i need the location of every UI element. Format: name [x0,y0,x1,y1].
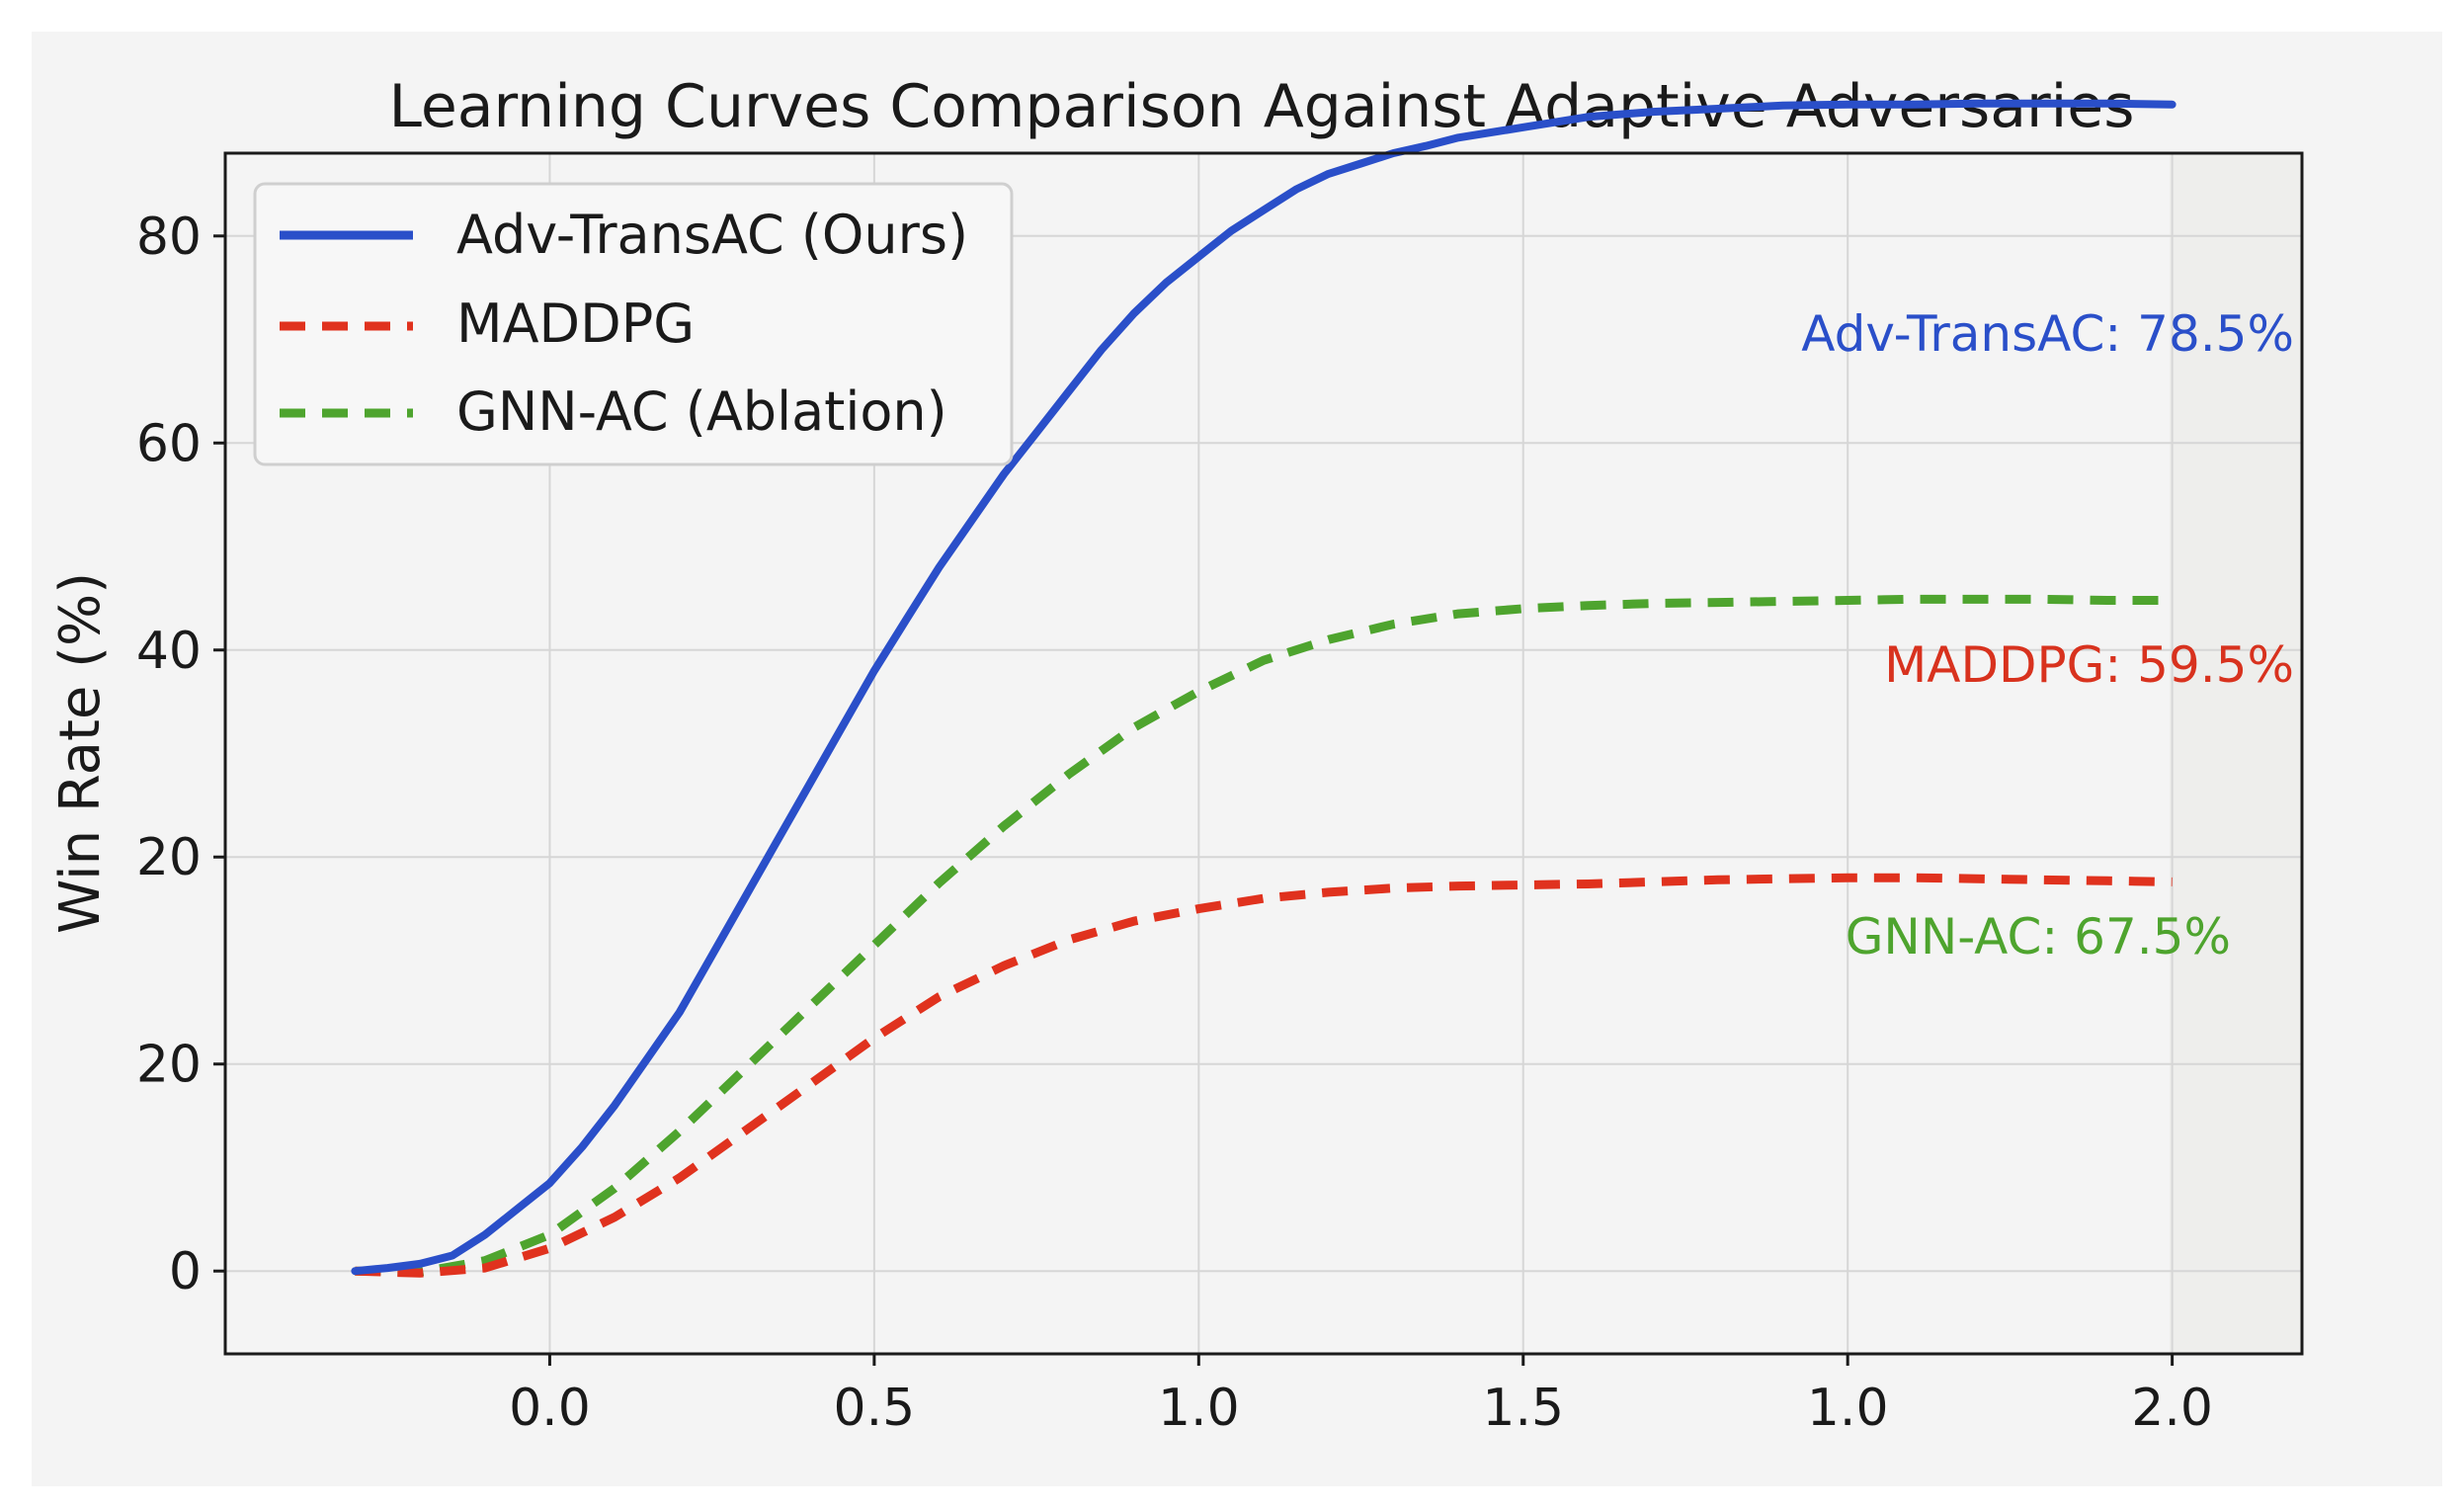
plot-area-shade [2170,153,2302,1354]
y-axis-label: Win Rate (%) [48,572,113,934]
y-tick-label: 60 [136,414,202,473]
x-tick-label: 2.0 [2131,1379,2213,1438]
plot-frame [223,151,2304,1356]
series-line-adv-transac-ours [351,99,2177,1276]
y-tick-label: 80 [136,208,202,267]
annotation-maddpg: MADDPG: 59.5% [1884,636,2294,694]
x-tick-label: 0.0 [509,1379,591,1438]
legend-label-adv-transac: Adv-TransAC (Ours) [456,204,968,266]
annotation-gnn-ac: GNN-AC: 67.5% [1846,908,2231,965]
annotation-adv-transac: Adv-TransAC: 78.5% [1801,305,2294,363]
series-layer [351,99,2177,1278]
axis-ticks: 0.0 0.5 1.0 1.5 1.0 2.0 0 20 20 40 60 80 [136,208,2213,1438]
x-tick-label: 1.0 [1807,1379,1889,1438]
series-line-maddpg [355,873,2173,1278]
x-tick-label: 0.5 [834,1379,916,1438]
x-tick-label: 1.5 [1482,1379,1564,1438]
legend-label-maddpg: MADDPG [456,293,695,355]
y-tick-label: 0 [169,1242,202,1301]
y-tick-label: 40 [136,622,202,681]
legend: Adv-TransAC (Ours) MADDPG GNN-AC (Ablati… [253,182,1014,466]
legend-label-gnn-ac: GNN-AC (Ablation) [456,380,947,443]
x-tick-label: 1.0 [1158,1379,1240,1438]
y-tick-label: 20 [136,1036,202,1095]
y-tick-label: 20 [136,828,202,887]
series-line-gnn-ac-ablation [355,594,2173,1277]
legend-box [253,182,1014,466]
